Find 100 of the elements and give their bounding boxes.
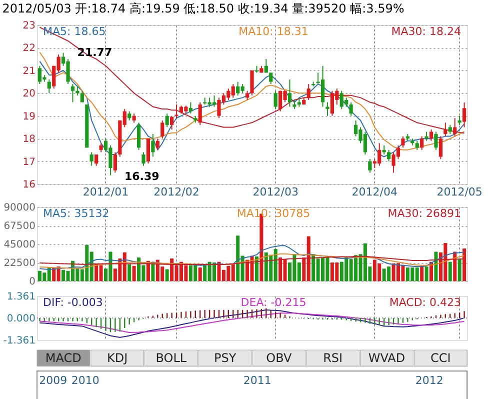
candlestick (90, 152, 94, 166)
category-label: OBV (266, 351, 292, 365)
category-label: KDJ (106, 351, 128, 365)
candlestick (165, 113, 169, 128)
line-series (39, 309, 465, 338)
candlestick (434, 131, 438, 150)
bar (462, 248, 466, 281)
candlestick (156, 138, 160, 150)
candlestick (448, 124, 452, 135)
candlestick (306, 84, 310, 100)
candlestick (132, 113, 136, 124)
y-tick-label: 22500 (4, 258, 36, 269)
y-tick-label: 18 (22, 134, 36, 146)
bar (128, 264, 132, 281)
y-tick-label: 67500 (4, 221, 36, 232)
candlestick (462, 102, 466, 128)
candlestick (444, 122, 448, 137)
candlestick (326, 102, 330, 116)
y-tick-label: 1.361 (6, 292, 36, 302)
bar (132, 266, 136, 281)
candlestick (424, 131, 428, 142)
candlestick (38, 65, 42, 85)
candlestick (198, 102, 202, 126)
x-tick-label: 2012/05 (436, 186, 482, 198)
candlestick (274, 90, 278, 110)
category-label: CCI (430, 351, 451, 365)
candlestick (113, 152, 117, 174)
chart-title: 2012/05/03 开:18.74 高:19.59 低:18.50 收:19.34 量:39520 幅:3.59% (2, 2, 404, 16)
line-series (39, 26, 465, 134)
x-tick-label: 2012/01 (82, 186, 129, 198)
series-label: MACD: 0.423 (389, 296, 461, 309)
bar (420, 266, 424, 281)
candlestick (128, 110, 132, 121)
text: 2011 (243, 374, 272, 387)
text: 2009 (39, 374, 68, 387)
line-series (39, 312, 465, 334)
bar (434, 252, 438, 281)
candlestick (453, 118, 457, 137)
candlestick (70, 84, 75, 103)
y-tick-label: 16 (22, 180, 36, 190)
candlestick (160, 120, 164, 140)
y-tick-label: 20 (22, 88, 36, 100)
bar (448, 262, 452, 281)
candlestick (264, 58, 268, 74)
text: MA30: 26891 (388, 207, 461, 220)
y-tick-label: 0 (29, 276, 36, 288)
y-tick-label: 19 (22, 111, 36, 122)
candlestick (368, 158, 372, 174)
bar (165, 269, 169, 281)
candlestick (245, 90, 250, 100)
candlestick (136, 122, 141, 150)
x-tick-label: 2012/03 (252, 186, 298, 198)
y-tick-label: -1.361 (3, 336, 36, 346)
text: 2012 (415, 374, 444, 387)
candlestick (76, 86, 80, 96)
text: MA30: 18.24 (391, 25, 461, 38)
text: MA10: 30785 (236, 207, 310, 220)
series-label: DEA: -0.215 (240, 296, 306, 309)
y-tick-label: 90000 (4, 202, 36, 214)
candlestick (174, 104, 178, 119)
series-label: DIF: -0.003 (43, 296, 103, 309)
candlestick (415, 140, 419, 150)
candlestick (188, 102, 192, 114)
candlestick (401, 136, 405, 148)
y-tick-label: 45000 (4, 240, 36, 250)
category-label: BOLL (156, 351, 187, 365)
bar (137, 257, 141, 281)
candlestick (420, 136, 424, 150)
candlestick (170, 115, 174, 130)
x-tick-label: 2012/04 (352, 186, 398, 198)
y-tick-label: 22 (22, 43, 36, 54)
y-tick-label: 0.000 (6, 314, 36, 324)
category-label: RSI (323, 351, 343, 365)
candlestick (429, 128, 434, 142)
candlestick (146, 138, 150, 164)
line-series (39, 253, 465, 269)
line-series (39, 256, 465, 266)
text: 2010 (71, 374, 100, 387)
candlestick (142, 152, 146, 166)
candlestick (99, 142, 103, 153)
candlestick (349, 102, 353, 116)
candlestick (288, 79, 292, 108)
y-tick-label: 23 (22, 20, 36, 32)
category-label: MACD (45, 351, 82, 365)
category-label: PSY (214, 351, 237, 365)
candlestick (387, 149, 391, 162)
text: MA10: 18.31 (238, 25, 308, 38)
annotation: 16.39 (124, 170, 160, 184)
candlestick (151, 134, 155, 158)
candlestick (269, 72, 273, 85)
y-tick-label: 21 (22, 66, 36, 77)
bar (198, 268, 202, 281)
candlestick (292, 99, 296, 110)
bar (453, 252, 457, 281)
candlestick (47, 79, 51, 94)
candlestick (297, 97, 301, 108)
candlestick (250, 70, 254, 96)
x-tick-label: 2012/02 (154, 186, 200, 198)
category-label: WVAD (368, 351, 406, 365)
candlestick (438, 136, 442, 160)
